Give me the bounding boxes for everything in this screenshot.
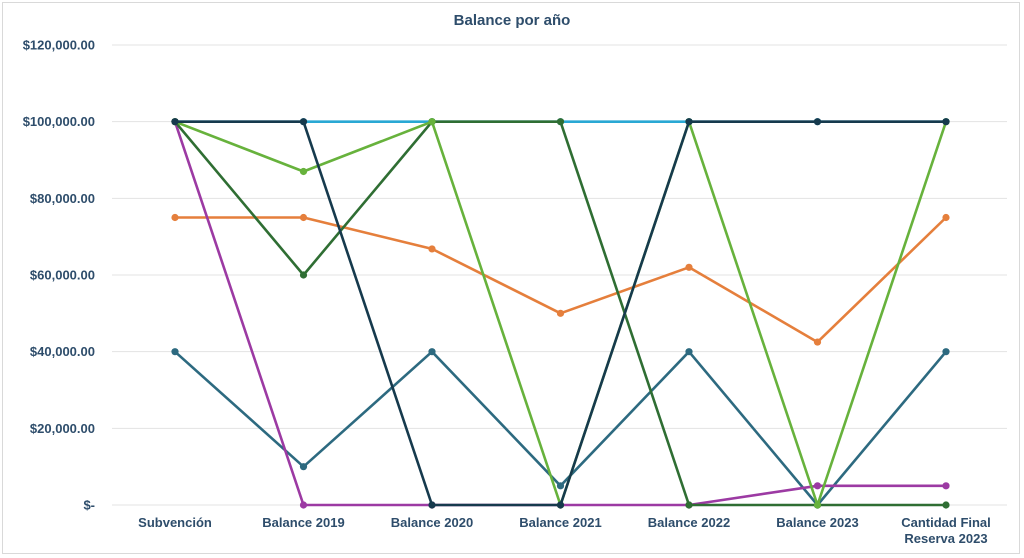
y-tick-label: $80,000.00 xyxy=(30,191,95,206)
data-point xyxy=(171,118,179,126)
data-point xyxy=(299,213,308,222)
series-lines xyxy=(171,118,950,509)
data-point xyxy=(556,482,565,490)
data-point xyxy=(685,501,693,509)
series-3 xyxy=(171,213,950,346)
gridlines xyxy=(112,44,1007,506)
data-point xyxy=(813,501,822,509)
data-point xyxy=(942,118,950,126)
data-point xyxy=(556,118,565,126)
x-tick-label: Balance 2020 xyxy=(391,515,473,530)
y-tick-label: $- xyxy=(83,498,95,513)
data-point xyxy=(942,213,950,222)
data-point xyxy=(428,348,436,356)
data-point xyxy=(171,348,179,356)
y-tick-label: $120,000.00 xyxy=(23,38,95,53)
data-point xyxy=(428,118,436,126)
data-point xyxy=(299,271,308,279)
y-tick-label: $40,000.00 xyxy=(30,344,95,359)
x-tick-label: Balance 2021 xyxy=(519,515,601,530)
data-point xyxy=(813,482,822,490)
data-point xyxy=(556,501,565,509)
data-point xyxy=(685,348,693,356)
data-point xyxy=(428,245,436,253)
x-axis-ticks: Subvención Balance 2019 Balance 2020 Balanc… xyxy=(138,515,991,546)
y-tick-label: $60,000.00 xyxy=(30,268,95,283)
data-point xyxy=(942,501,950,509)
data-point xyxy=(942,482,950,490)
data-point xyxy=(299,501,308,509)
data-point xyxy=(685,263,693,271)
x-tick-label: Cantidad Final Reserva 2023 xyxy=(901,515,991,546)
series-line xyxy=(175,216,947,344)
x-tick-label: Balance 2019 xyxy=(262,515,344,530)
data-point xyxy=(299,118,308,126)
data-point xyxy=(428,501,436,509)
data-point xyxy=(299,463,308,471)
chart-title: Balance por año xyxy=(454,12,571,29)
data-point xyxy=(685,118,693,126)
data-point xyxy=(171,213,179,222)
x-tick-label: Balance 2023 xyxy=(776,515,858,530)
y-tick-label: $100,000.00 xyxy=(23,114,95,129)
data-point xyxy=(942,348,950,356)
data-point xyxy=(299,167,308,176)
data-point xyxy=(813,338,822,346)
series-7 xyxy=(171,118,950,509)
x-tick-label: Subvención xyxy=(138,515,212,530)
data-point xyxy=(556,309,565,317)
data-point xyxy=(813,118,822,126)
y-axis-ticks: $- $20,000.00 $40,000.00 $60,000.00 $80,000.… xyxy=(23,38,95,513)
y-tick-label: $20,000.00 xyxy=(30,421,95,436)
x-tick-label: Balance 2022 xyxy=(648,515,730,530)
